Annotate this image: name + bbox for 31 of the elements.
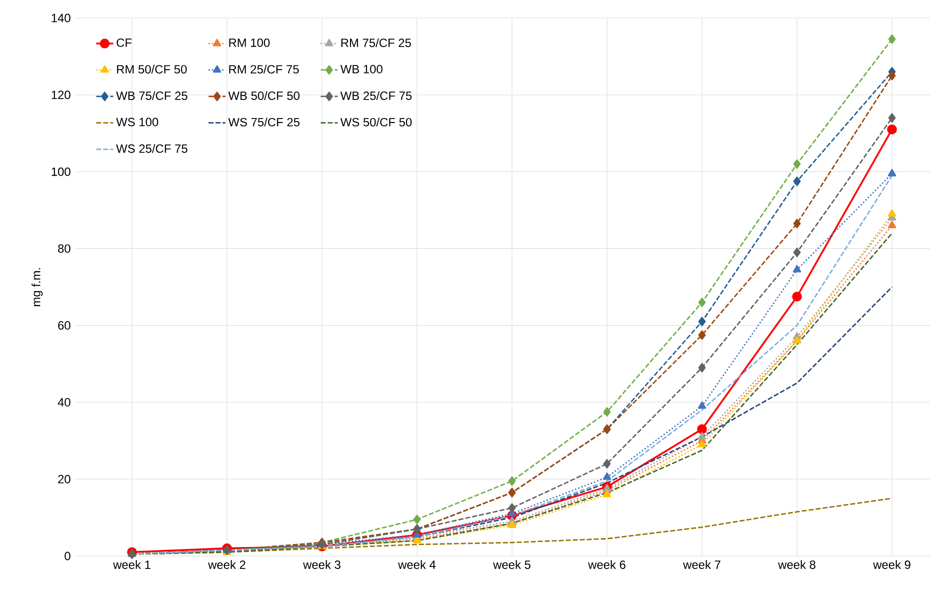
legend-label: RM 25/CF 75 [229,64,299,74]
legend-label: RM 75/CF 25 [341,38,411,48]
x-tick-label: week 2 [208,560,246,569]
y-tick-label: 40 [58,398,70,406]
x-tick-label: week 9 [873,560,910,569]
legend-label: CF [116,38,132,47]
legend-label: RM 100 [229,38,270,47]
legend-label: WS 75/CF 25 [228,118,300,126]
legend-label: WS 100 [116,118,158,126]
y-axis-title: mg f.m. [32,268,43,306]
y-tick-label: 120 [52,90,70,100]
y-tick-label: 60 [58,321,70,330]
legend-label: WB 50/CF 50 [228,91,300,100]
x-tick-label: week 6 [588,560,626,569]
y-tick-label: 100 [52,167,70,176]
legend-label: WS 25/CF 75 [116,144,188,153]
legend-label: WS 50/CF 50 [340,118,412,126]
legend-label: RM 50/CF 50 [117,64,187,74]
x-tick-label: week 4 [398,560,436,569]
x-tick-label: week 1 [113,560,150,569]
x-tick-label: week 8 [778,560,816,569]
legend-label: WB 75/CF 25 [116,91,188,100]
legend-label: WB 100 [340,64,382,74]
y-tick-label: 0 [64,552,70,560]
y-tick-label: 140 [52,14,70,22]
legend-label: WB 25/CF 75 [340,91,412,100]
x-tick-label: week 3 [303,560,340,569]
y-tick-label: 80 [58,244,70,253]
y-tick-label: 20 [58,474,70,484]
x-tick-label: week 7 [683,560,720,569]
x-tick-label: week 5 [493,560,530,569]
